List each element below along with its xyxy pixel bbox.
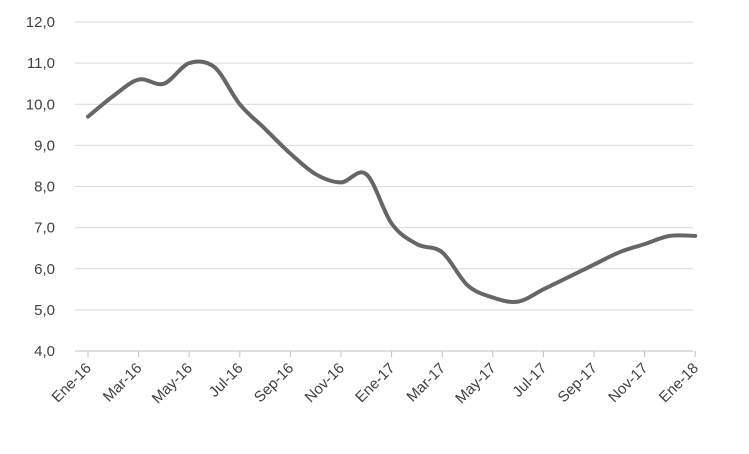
x-tick-label: Mar-17 xyxy=(403,360,449,406)
data-point xyxy=(693,234,697,238)
data-point xyxy=(390,222,394,226)
series-line xyxy=(86,59,698,304)
data-point xyxy=(617,250,621,254)
x-tick-label: May-17 xyxy=(452,360,499,407)
data-point xyxy=(415,242,419,246)
x-tick-label: Ene-16 xyxy=(49,360,95,406)
data-point xyxy=(592,263,596,267)
data-point xyxy=(567,275,571,279)
x-tick-label: Ene-18 xyxy=(656,360,702,406)
data-point xyxy=(263,127,267,131)
data-point xyxy=(238,102,242,106)
data-point xyxy=(288,152,292,156)
data-point xyxy=(643,242,647,246)
axes xyxy=(75,350,696,357)
y-tick-label: 12,0 xyxy=(26,14,55,31)
data-point xyxy=(86,115,90,119)
data-point xyxy=(516,300,520,304)
data-point xyxy=(668,234,672,238)
y-tick-label: 6,0 xyxy=(34,261,55,278)
data-point xyxy=(541,287,545,291)
data-point xyxy=(314,172,318,176)
y-tick-label: 4,0 xyxy=(34,343,55,360)
y-tick-label: 8,0 xyxy=(34,179,55,196)
data-point xyxy=(339,180,343,184)
x-tick-label: Jul-17 xyxy=(509,360,550,401)
x-tick-label: Nov-16 xyxy=(302,360,348,406)
gridlines xyxy=(75,21,693,311)
data-point xyxy=(440,250,444,254)
x-tick-label: Mar-16 xyxy=(100,360,146,406)
data-point xyxy=(213,65,217,69)
y-tick-label: 7,0 xyxy=(34,220,55,237)
data-point xyxy=(466,283,470,287)
x-tick-label: Sep-16 xyxy=(251,360,297,406)
y-tick-label: 9,0 xyxy=(34,137,55,154)
data-point xyxy=(491,296,495,300)
x-tick-label: Ene-17 xyxy=(352,360,398,406)
x-tick-label: Jul-16 xyxy=(206,360,247,401)
y-tick-label: 5,0 xyxy=(34,302,55,319)
x-tick-label: Sep-17 xyxy=(555,360,601,406)
y-tick-label: 10,0 xyxy=(26,96,55,113)
data-point xyxy=(137,78,141,82)
x-tick-label: Nov-17 xyxy=(605,360,651,406)
data-point xyxy=(111,94,115,98)
x-tick-label: May-16 xyxy=(149,360,196,407)
data-point xyxy=(162,82,166,86)
y-tick-labels: 4,0 5,0 6,0 7,0 8,0 9,0 10,0 11,0 12,0 xyxy=(26,14,55,360)
data-point xyxy=(187,61,191,65)
x-tick-labels: Ene-16 Mar-16 May-16 Jul-16 Sep-16 Nov-16 Ene-… xyxy=(49,360,702,407)
data-point xyxy=(364,172,368,176)
y-tick-label: 11,0 xyxy=(27,55,55,72)
series xyxy=(86,59,698,304)
